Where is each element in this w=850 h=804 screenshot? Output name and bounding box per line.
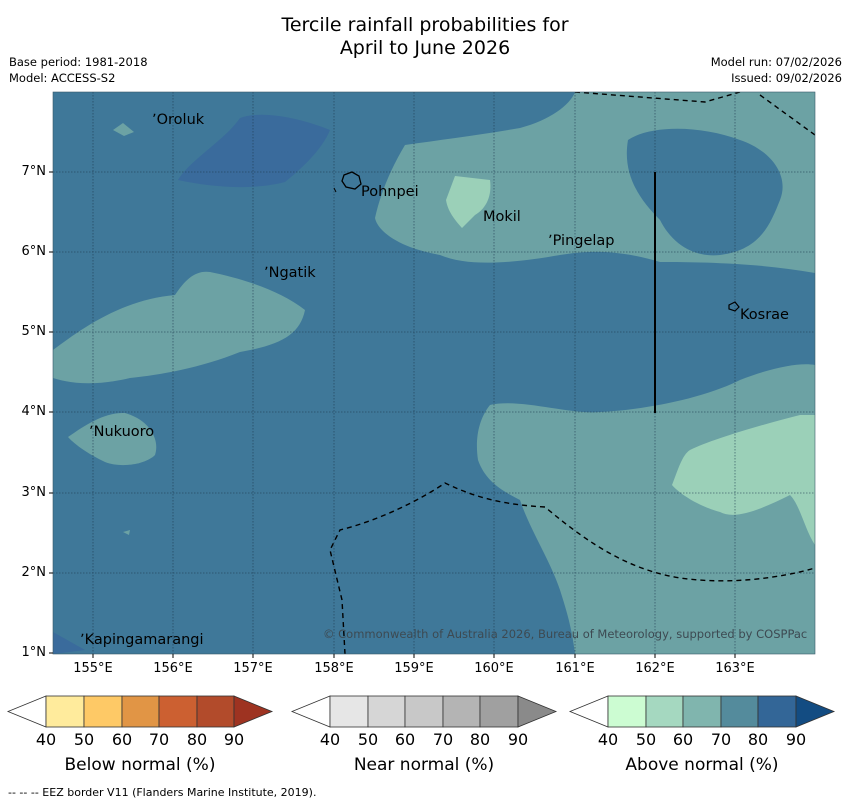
place-kapingamarangi: ʼKapingamarangi [80, 632, 204, 648]
eez-borders [329, 92, 815, 654]
region-above-70-80-ne [626, 128, 783, 256]
region-above-80-90-sw [53, 632, 85, 654]
colorbar-below [6, 695, 274, 728]
place-marker: ʼ [89, 424, 94, 440]
place-kapingamarangi-label: Kapingamarangi [84, 632, 204, 648]
lon-label-158: 158°E [314, 661, 354, 676]
place-ngatik-label: Ngatik [268, 265, 316, 281]
above-tick-90: 90 [785, 730, 807, 749]
region-above-60-70-west [53, 271, 305, 384]
near-tick-90: 90 [507, 730, 529, 749]
pohnpei-island-icon [341, 171, 362, 190]
kosrae-island-icon [728, 301, 740, 312]
above-tick-50: 50 [635, 730, 657, 749]
above-tick-80: 80 [747, 730, 769, 749]
place-marker: ʼ [152, 112, 157, 128]
place-oroluk: ʼOroluk [152, 112, 204, 128]
colorbar-near [290, 695, 558, 728]
model-name: Model: ACCESS-S2 [9, 71, 116, 85]
region-above-60-70-speck [123, 530, 130, 535]
region-above-50-60-mokil [446, 176, 491, 228]
lat-label-1: 1°N [21, 645, 47, 660]
axis-ticks [49, 171, 736, 658]
near-tick-80: 80 [469, 730, 491, 749]
below-tick-70: 70 [148, 730, 170, 749]
colorbar-above [568, 695, 836, 728]
lon-label-155: 155°E [73, 661, 113, 676]
below-tick-40: 40 [35, 730, 57, 749]
near-tick-50: 50 [357, 730, 379, 749]
below-caption: Below normal (%) [64, 755, 216, 775]
place-marker: ʼ [548, 233, 553, 249]
lon-label-157: 157°E [233, 661, 273, 676]
model-run: Model run: 07/02/2026 [710, 55, 842, 69]
near-tick-40: 40 [319, 730, 341, 749]
below-tick-90: 90 [223, 730, 245, 749]
place-nukuoro-label: Nukuoro [93, 424, 155, 440]
title-line-1: Tercile rainfall probabilities for [281, 14, 569, 36]
lon-label-162: 162°E [635, 661, 675, 676]
region-above-80-90-north [178, 114, 330, 188]
lon-label-160: 160°E [474, 661, 514, 676]
pohnpei-coast-mark [333, 187, 337, 193]
lat-label-2: 2°N [21, 565, 47, 580]
place-oroluk-label: Oroluk [156, 112, 205, 128]
lat-label-7: 7°N [21, 164, 47, 179]
below-tick-60: 60 [111, 730, 133, 749]
issued-date: Issued: 09/02/2026 [731, 71, 842, 85]
place-marker: ʼ [264, 265, 269, 281]
place-pingelap: ʼPingelap [548, 233, 615, 249]
lat-label-5: 5°N [21, 324, 47, 339]
place-mokil: Mokil [483, 209, 521, 225]
place-kosrae: Kosrae [740, 307, 789, 323]
region-above-50-60-southeast [672, 415, 815, 545]
near-tick-60: 60 [394, 730, 416, 749]
above-tick-40: 40 [597, 730, 619, 749]
below-tick-50: 50 [73, 730, 95, 749]
place-ngatik: ʼNgatik [264, 265, 316, 281]
below-tick-80: 80 [186, 730, 208, 749]
place-nukuoro: ʼNukuoro [89, 424, 154, 440]
region-above-60-70-nukuoro [68, 412, 157, 466]
map-title: Tercile rainfall probabilities for April… [0, 14, 850, 60]
lat-label-4: 4°N [21, 404, 47, 419]
copyright-notice: © Commonwealth of Australia 2026, Bureau… [323, 627, 808, 641]
lon-label-156: 156°E [153, 661, 193, 676]
eez-footnote: -- -- -- EEZ border V11 (Flanders Marine… [8, 786, 317, 799]
above-tick-70: 70 [710, 730, 732, 749]
lon-label-163: 163°E [715, 661, 755, 676]
place-pohnpei: Pohnpei [361, 184, 419, 200]
base-period: Base period: 1981-2018 [9, 55, 148, 69]
near-caption: Near normal (%) [353, 755, 495, 775]
title-line-2: April to June 2026 [339, 37, 511, 59]
meta-right: Model run: 07/02/2026 Issued: 09/02/2026 [711, 54, 842, 86]
lon-label-161: 161°E [555, 661, 595, 676]
place-marker: ʼ [80, 632, 85, 648]
map-frame [52, 91, 816, 655]
above-tick-60: 60 [672, 730, 694, 749]
lat-label-3: 3°N [21, 485, 47, 500]
near-tick-70: 70 [432, 730, 454, 749]
lon-label-159: 159°E [394, 661, 434, 676]
lat-label-6: 6°N [21, 244, 47, 259]
meta-left: Base period: 1981-2018 Model: ACCESS-S2 [9, 54, 148, 86]
place-pingelap-label: Pingelap [552, 233, 615, 249]
above-caption: Above normal (%) [625, 755, 779, 775]
region-above-60-70-oroluk [113, 123, 134, 136]
